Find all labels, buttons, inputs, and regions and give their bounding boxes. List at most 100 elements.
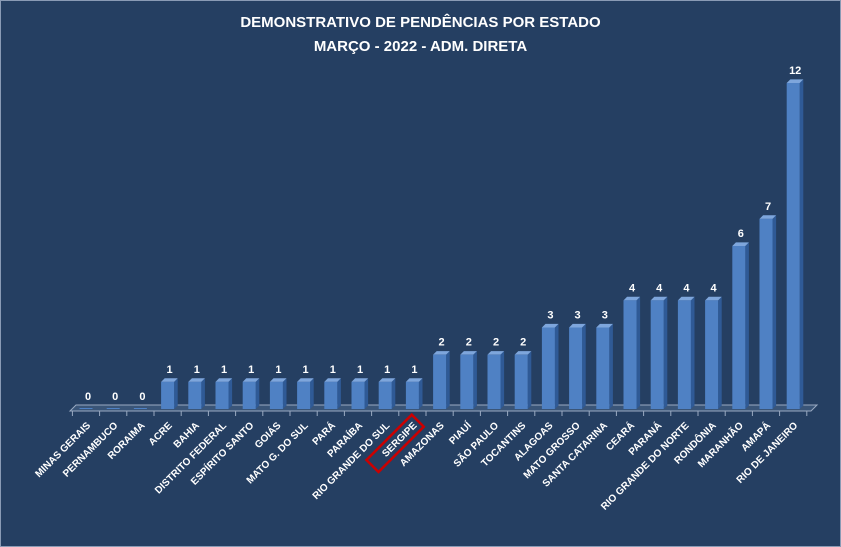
data-label: 2 (520, 337, 526, 349)
data-label: 2 (466, 337, 472, 349)
data-label: 0 (139, 391, 145, 403)
bar (106, 408, 120, 409)
bar (732, 246, 746, 409)
bar-top (242, 378, 260, 382)
bar-top (541, 323, 559, 328)
bar-top (378, 378, 396, 382)
data-label: 4 (711, 282, 718, 294)
bar-side (310, 378, 314, 409)
bar-side (391, 378, 396, 409)
bar-top (677, 296, 695, 301)
bar-top (324, 378, 341, 382)
bar-side (718, 296, 722, 409)
category-label: MARANHÃO (695, 419, 746, 470)
bar-side (609, 323, 613, 409)
bar-side (527, 351, 532, 409)
bar-top (514, 351, 532, 355)
bar (269, 381, 283, 409)
data-label: 0 (112, 391, 118, 403)
bar (297, 381, 311, 409)
bar-top (650, 296, 668, 301)
bar-side (636, 296, 641, 409)
bar-top (623, 296, 641, 301)
bar-side (446, 351, 450, 409)
data-label: 4 (683, 282, 690, 294)
data-label: 3 (602, 310, 608, 322)
bar-top (569, 323, 586, 328)
bar (677, 300, 691, 409)
bar (596, 327, 610, 409)
chart-title: DEMONSTRATIVO DE PENDÊNCIAS POR ESTADO (240, 14, 601, 31)
chart-subtitle: MARÇO - 2022 - ADM. DIRETA (313, 38, 528, 55)
data-label: 1 (194, 364, 200, 376)
bar-top (705, 296, 722, 301)
highlight-box (364, 412, 426, 474)
bar-top (269, 378, 287, 382)
data-label: 6 (738, 228, 744, 240)
data-label: 2 (493, 337, 499, 349)
bar-top (433, 351, 450, 355)
bar (705, 300, 719, 409)
bar-top (460, 351, 477, 355)
bar-top (596, 323, 613, 328)
bar (378, 381, 392, 409)
bar (569, 327, 583, 409)
bar-side (500, 351, 505, 409)
data-label: 4 (629, 282, 636, 294)
data-label: 1 (384, 364, 390, 376)
bar-top (297, 378, 314, 382)
bar-top (786, 79, 804, 83)
data-label: 1 (330, 364, 336, 376)
bar (541, 327, 555, 409)
data-label: 1 (248, 364, 254, 376)
bar-top (759, 215, 777, 219)
bar-side (337, 378, 341, 409)
data-label: 1 (357, 364, 363, 376)
data-label: 7 (765, 201, 771, 213)
bar-top (487, 351, 505, 355)
bar-top (188, 378, 205, 382)
bar-side (554, 323, 559, 409)
bar (79, 408, 93, 409)
bar (324, 381, 338, 409)
bar (133, 408, 147, 409)
bar-top (161, 378, 178, 382)
bar (242, 381, 256, 409)
bar-side (364, 378, 369, 409)
data-label: 1 (167, 364, 173, 376)
data-label: 1 (275, 364, 281, 376)
data-label: 3 (575, 310, 581, 322)
bar-side (174, 378, 178, 409)
category-label: ACRE (147, 420, 175, 448)
bar-side (282, 378, 287, 409)
data-label: 3 (547, 310, 553, 322)
data-label: 1 (303, 364, 309, 376)
bar (188, 381, 202, 409)
bar (405, 381, 419, 409)
bar-side (772, 215, 777, 409)
bar-side (228, 378, 233, 409)
data-label: 12 (789, 65, 801, 77)
bar (161, 381, 175, 409)
bar (351, 381, 365, 409)
bar-side (201, 378, 205, 409)
data-label: 2 (439, 337, 445, 349)
data-label: 1 (411, 364, 417, 376)
bar (514, 354, 528, 409)
bar-side (663, 296, 668, 409)
data-label: 4 (656, 282, 663, 294)
bar (460, 354, 474, 409)
data-label: 0 (85, 391, 91, 403)
bar-side (418, 378, 423, 409)
bar-side (473, 351, 477, 409)
bar-side (745, 242, 749, 409)
bar (786, 83, 800, 409)
bar-side (582, 323, 586, 409)
bar-side (799, 79, 804, 410)
bar (487, 354, 501, 409)
bar-side (255, 378, 260, 409)
data-label: 1 (221, 364, 227, 376)
bar-side (690, 296, 695, 409)
bar-top (215, 378, 233, 382)
